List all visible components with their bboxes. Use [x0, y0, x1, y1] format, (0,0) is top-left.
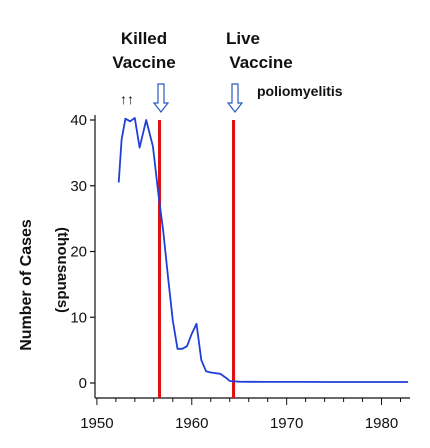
y-axis-title: Number of Cases — [18, 219, 35, 351]
y-tick-label: 30 — [70, 178, 87, 195]
x-tick-label: 1970 — [270, 415, 303, 432]
y-tick-label: 10 — [70, 309, 87, 326]
polio-label: poliomyelitis — [257, 83, 343, 99]
live-vaccine-label-line2: Vaccine — [229, 53, 292, 72]
live-vaccine-label-line1: Live — [226, 29, 260, 48]
y-axis-subtitle: (thousands) — [54, 227, 71, 313]
double-up-arrow-icon: ↑↑ — [120, 91, 134, 107]
y-tick-label: 0 — [79, 375, 87, 392]
y-axis-ticks: 0 10 20 30 40 — [70, 112, 95, 392]
x-tick-label: 1960 — [175, 415, 208, 432]
x-axis-ticks: 1950 1960 1970 1980 — [80, 398, 402, 432]
killed-vaccine-label-line2: Vaccine — [112, 53, 175, 72]
killed-vaccine-label-line1: Killed — [121, 29, 167, 48]
vaccine-markers — [158, 120, 236, 398]
killed-vaccine-down-arrow-icon — [152, 83, 170, 113]
cases-series-line — [117, 117, 409, 383]
y-tick-label: 40 — [70, 112, 87, 129]
x-tick-label: 1950 — [80, 415, 113, 432]
x-tick-label: 1980 — [365, 415, 398, 432]
series-group — [117, 117, 409, 383]
y-tick-label: 20 — [70, 244, 87, 261]
live-vaccine-down-arrow-icon — [226, 83, 244, 113]
